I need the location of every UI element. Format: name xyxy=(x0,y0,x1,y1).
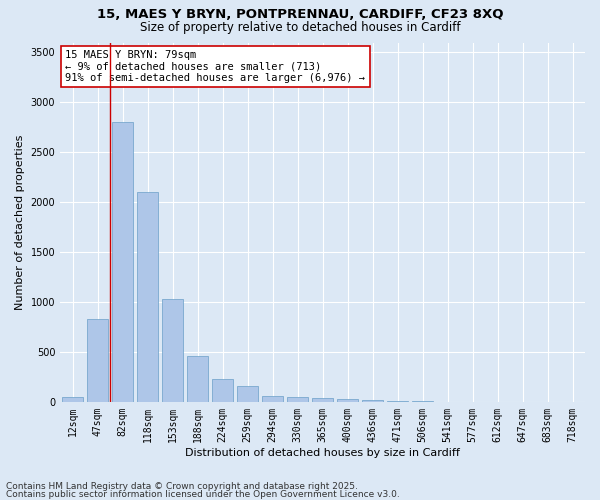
Bar xyxy=(287,398,308,402)
Bar xyxy=(312,398,333,402)
Bar xyxy=(62,397,83,402)
Bar xyxy=(387,401,408,402)
Bar xyxy=(187,356,208,402)
Bar xyxy=(162,299,183,402)
Bar xyxy=(262,396,283,402)
Y-axis label: Number of detached properties: Number of detached properties xyxy=(15,134,25,310)
Text: 15 MAES Y BRYN: 79sqm
← 9% of detached houses are smaller (713)
91% of semi-deta: 15 MAES Y BRYN: 79sqm ← 9% of detached h… xyxy=(65,50,365,83)
X-axis label: Distribution of detached houses by size in Cardiff: Distribution of detached houses by size … xyxy=(185,448,460,458)
Bar xyxy=(87,319,108,402)
Text: Size of property relative to detached houses in Cardiff: Size of property relative to detached ho… xyxy=(140,21,460,34)
Bar xyxy=(237,386,258,402)
Bar xyxy=(362,400,383,402)
Bar xyxy=(212,379,233,402)
Text: Contains HM Land Registry data © Crown copyright and database right 2025.: Contains HM Land Registry data © Crown c… xyxy=(6,482,358,491)
Bar xyxy=(337,400,358,402)
Text: Contains public sector information licensed under the Open Government Licence v3: Contains public sector information licen… xyxy=(6,490,400,499)
Bar xyxy=(137,192,158,402)
Text: 15, MAES Y BRYN, PONTPRENNAU, CARDIFF, CF23 8XQ: 15, MAES Y BRYN, PONTPRENNAU, CARDIFF, C… xyxy=(97,8,503,20)
Bar xyxy=(112,122,133,402)
